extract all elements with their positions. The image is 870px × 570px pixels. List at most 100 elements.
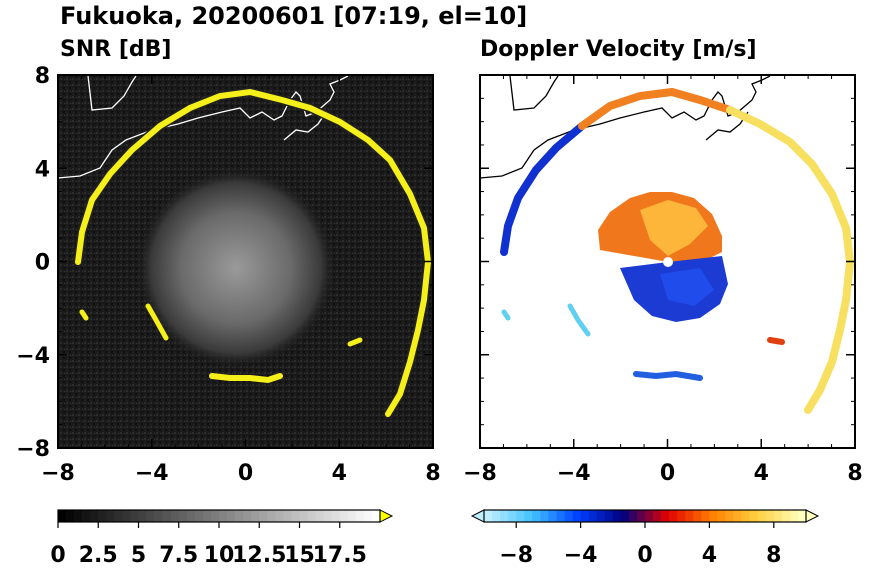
snr-colorbar-segment [363, 510, 373, 522]
snr-colorbar-segment [130, 510, 139, 522]
velocity-colorbar-segment [645, 510, 654, 522]
velocity-colorbar-extend-right [805, 509, 820, 523]
snr-colorbar-segment [347, 510, 357, 522]
velocity-colorbar-tick-label: 8 [766, 543, 781, 568]
velocity-colorbar-segment [564, 510, 573, 522]
snr-colorbar-segment [90, 510, 99, 522]
velocity-colorbar-segment [741, 510, 750, 522]
velocity-colorbar-segment [797, 510, 807, 522]
snr-colorbar-segment [275, 510, 284, 522]
x-tick-label: 0 [238, 461, 253, 486]
snr-colorbar-segment [58, 510, 67, 522]
velocity-panel-title: Doppler Velocity [m/s] [480, 37, 757, 62]
snr-colorbar-segment [154, 510, 163, 522]
snr-colorbar-extend-arrow [379, 509, 394, 523]
y-tick-label: 8 [35, 64, 50, 89]
snr-colorbar-segment [170, 510, 180, 522]
snr-colorbar-tick-label: 0 [50, 543, 65, 568]
snr-colorbar-segment [235, 510, 244, 522]
x-tick-label: 8 [847, 461, 862, 486]
snr-colorbar-segment [202, 510, 212, 522]
snr-colorbar-segment [315, 510, 324, 522]
velocity-ring-echo-positive-east [726, 106, 855, 414]
y-tick-label: 4 [35, 157, 50, 182]
velocity-colorbar-segment [773, 510, 783, 522]
snr-colorbar-segment [267, 510, 276, 522]
snr-panel-title: SNR [dB] [60, 37, 171, 62]
snr-colorbar-segment [66, 510, 75, 522]
snr-colorbar-segment [82, 510, 91, 522]
velocity-near-field-receding-highlight [660, 268, 714, 306]
velocity-colorbar-segment [733, 510, 742, 522]
snr-colorbar-segment [162, 510, 171, 522]
snr-colorbar-segment [251, 510, 260, 522]
velocity-colorbar-tick-label: 4 [702, 543, 717, 568]
velocity-colorbar-segment [669, 510, 678, 522]
y-tick-label: −4 [16, 344, 50, 369]
velocity-ring-echo-negative [500, 122, 586, 256]
snr-colorbar-segment [291, 510, 300, 522]
snr-colorbar-tick-label: 5 [131, 543, 146, 568]
snr-colorbar-tick-label: 10 [204, 543, 235, 568]
x-tick-label: 4 [754, 461, 769, 486]
velocity-colorbar-segment [492, 510, 501, 522]
figure-title: Fukuoka, 20200601 [07:19, el=10] [60, 2, 527, 30]
snr-colorbar-segment [259, 510, 268, 522]
x-tick-label: −4 [557, 461, 591, 486]
snr-colorbar-segment [114, 510, 123, 522]
snr-coastline [57, 75, 349, 179]
velocity-colorbar-segment [781, 510, 791, 522]
snr-colorbar-segment [178, 510, 188, 522]
x-tick-label: 4 [332, 461, 347, 486]
velocity-colorbar-segment [540, 510, 549, 522]
snr-arc-echo-left [79, 303, 169, 341]
snr-colorbar-segment [227, 510, 236, 522]
snr-colorbar-segment [299, 510, 308, 522]
snr-colorbar-tick-label: 12.5 [232, 543, 286, 568]
snr-colorbar-segment [355, 510, 365, 522]
velocity-colorbar-segment [572, 510, 581, 522]
velocity-colorbar-segment [484, 510, 493, 522]
y-tick-label: −8 [16, 437, 50, 462]
snr-panel: SNR [dB] −8 −4 0 4 8 8 4 0 −4 −8 0 2.5 5 7.5 1012.515… [16, 37, 440, 568]
velocity-colorbar-tick-label: 0 [637, 543, 652, 568]
velocity-colorbar-segment [556, 510, 565, 522]
velocity-arc-echo-left [501, 303, 591, 337]
velocity-colorbar-segment [636, 510, 646, 522]
x-tick-label: 0 [660, 461, 675, 486]
velocity-colorbar-segment [757, 510, 767, 522]
snr-colorbar-tick-label: 7.5 [159, 543, 198, 568]
velocity-colorbar-segment [548, 510, 557, 522]
snr-colorbar-tick-label: 2.5 [79, 543, 118, 568]
velocity-colorbar-segment [661, 510, 670, 522]
snr-colorbar-segment [371, 510, 381, 522]
velocity-colorbar-segment [685, 510, 694, 522]
velocity-arc-echo-right [767, 337, 785, 345]
snr-colorbar-segment [106, 510, 115, 522]
snr-colorbar-segment [331, 510, 341, 522]
velocity-colorbar-segment [677, 510, 686, 522]
velocity-colorbar-tick-label: −4 [564, 543, 598, 568]
velocity-arc-echo-lower [633, 370, 703, 381]
velocity-colorbar-segment [500, 510, 509, 522]
velocity-colorbar-segment [620, 510, 630, 522]
snr-colorbar-segment [219, 510, 228, 522]
velocity-near-field-approaching-highlight [640, 200, 708, 256]
snr-colorbar-segment [283, 510, 292, 522]
velocity-colorbar-segment [580, 510, 589, 522]
velocity-colorbar-segment [588, 510, 597, 522]
velocity-colorbar-segment [604, 510, 614, 522]
velocity-panel: Doppler Velocity [m/s] −8 −4 0 4 8 −8 −4 0 4 8 [463, 37, 863, 568]
velocity-colorbar-segment [765, 510, 775, 522]
snr-colorbar-segment [98, 510, 107, 522]
x-tick-label: 8 [425, 461, 440, 486]
snr-colorbar-segment [323, 510, 332, 522]
x-tick-label: −4 [135, 461, 169, 486]
snr-colorbar-segment [74, 510, 83, 522]
velocity-radar-site [663, 257, 673, 267]
y-tick-label: 0 [35, 251, 50, 276]
velocity-colorbar-segment [532, 510, 541, 522]
x-tick-label: −8 [41, 461, 75, 486]
velocity-colorbar-segment [508, 510, 517, 522]
